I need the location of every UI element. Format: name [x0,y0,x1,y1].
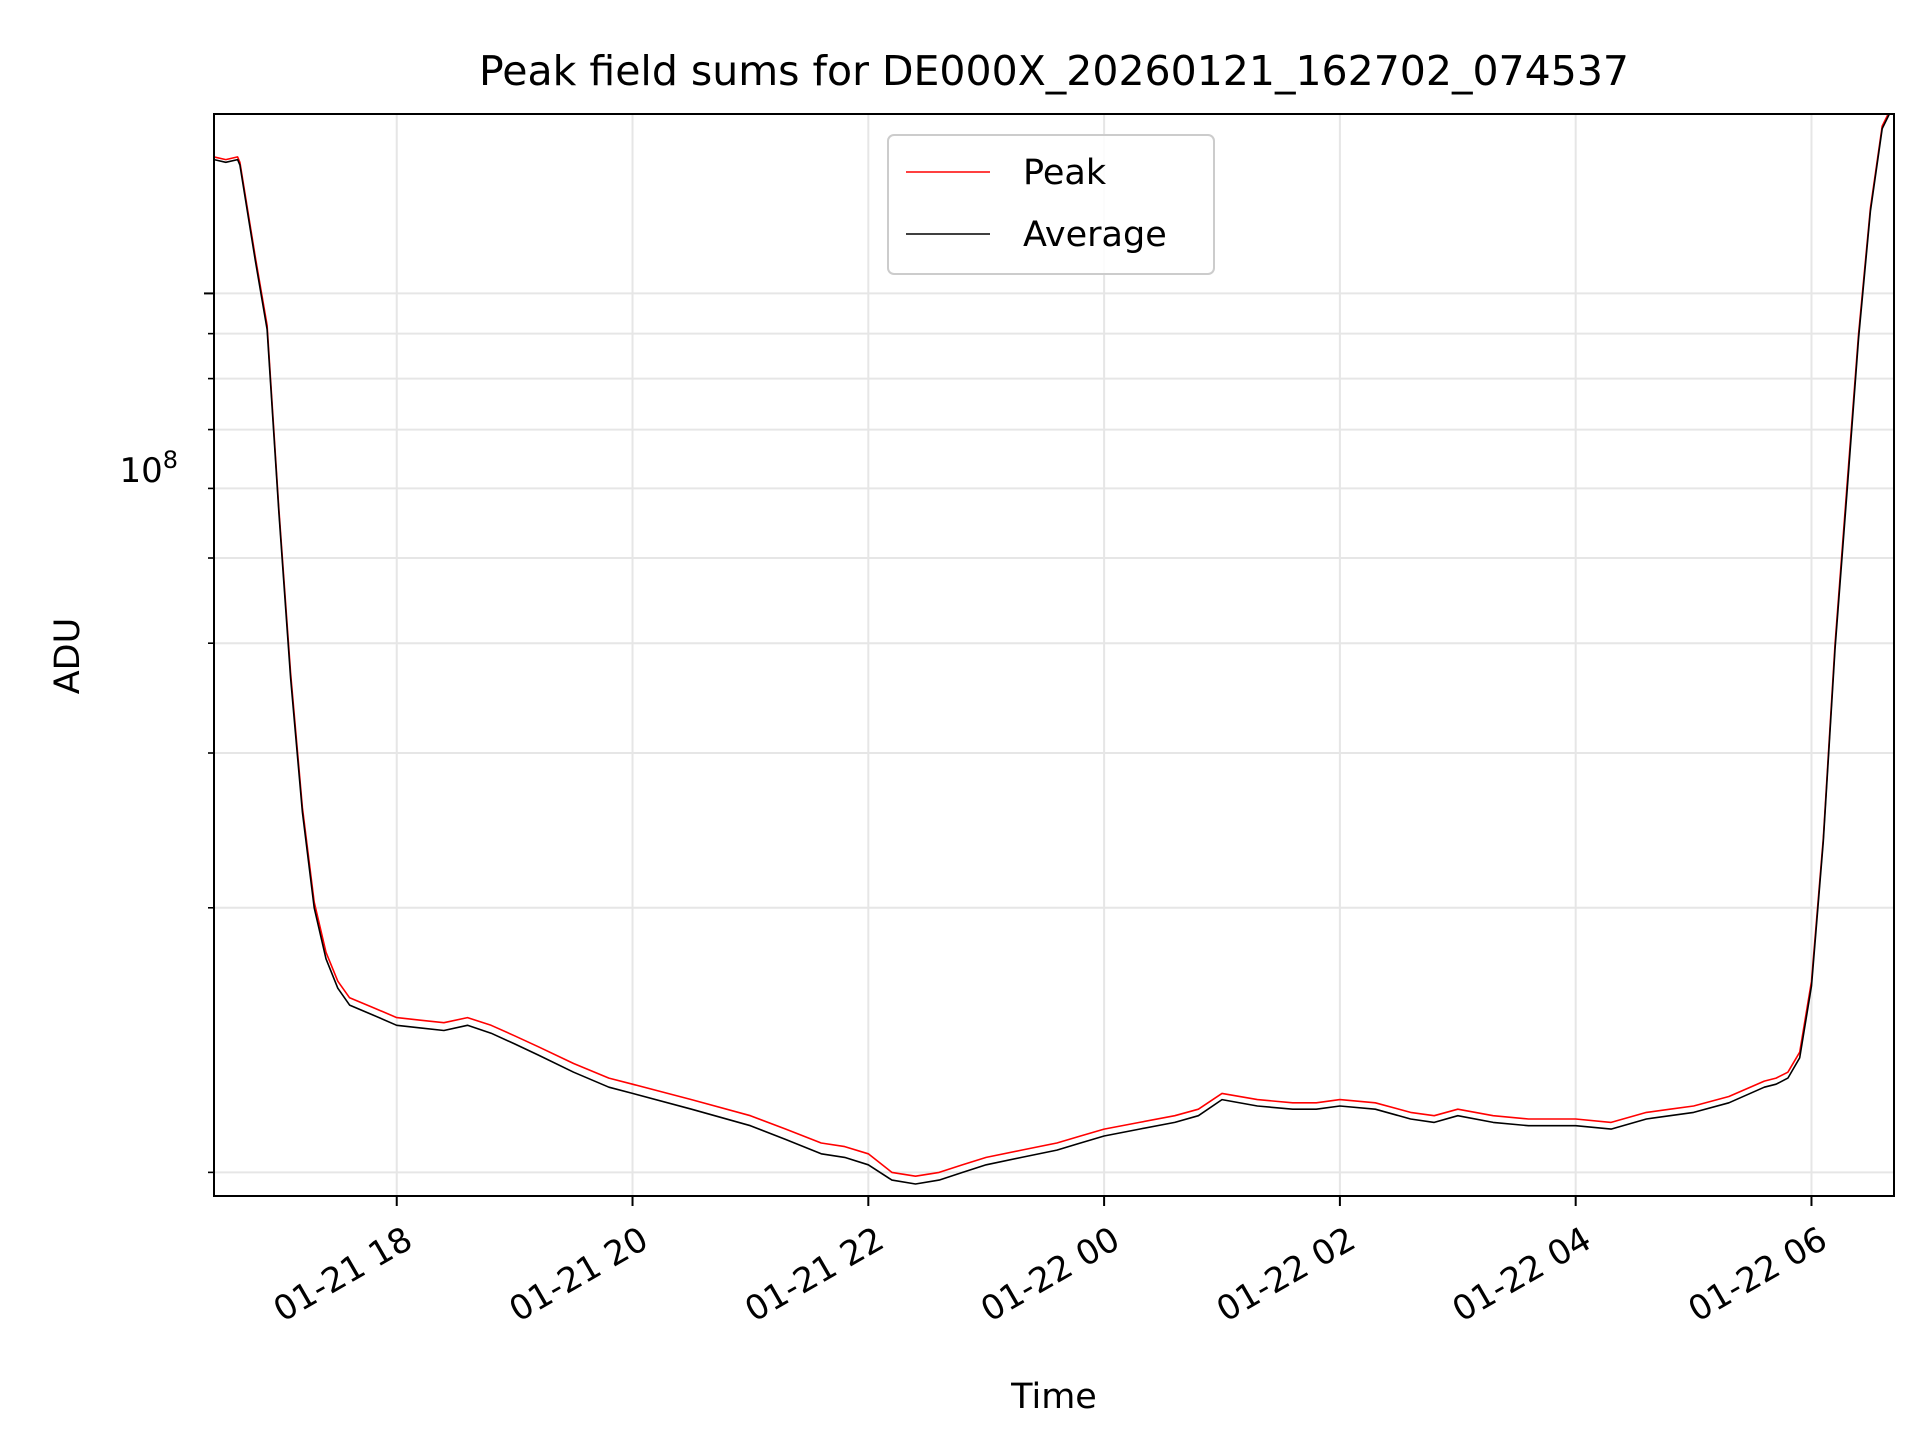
x-axis-ticks [395,1196,1813,1206]
x-tick-label: 01-21 18 [267,1219,419,1330]
series-line-peak [214,114,1890,1177]
legend-label-peak: Peak [1023,153,1107,193]
y-axis-label: ADU [48,618,88,695]
x-tick-label: 01-22 04 [1446,1219,1598,1330]
x-tick-label: 01-21 20 [503,1219,655,1330]
grid-lines [214,114,1894,1196]
series-line-average [214,114,1891,1185]
x-tick-label: 01-22 02 [1210,1219,1362,1330]
legend-label-average: Average [1023,215,1167,255]
legend: Peak Average [887,134,1215,275]
x-tick-label: 01-22 00 [974,1219,1126,1330]
x-tick-label: 01-21 22 [738,1219,890,1330]
legend-box [887,134,1215,275]
series-layer [214,114,1891,1185]
y-tick-label-major: 108 [119,446,178,491]
x-tick-labels: 01-21 18 01-21 20 01-21 22 01-22 00 01-22 02… [267,1219,1834,1330]
y-axis-ticks [204,292,214,1174]
plot-frame [213,113,1895,1197]
x-tick-label: 01-22 06 [1682,1219,1834,1330]
chart-title: Peak field sums for DE000X_20260121_1627… [479,47,1629,95]
x-axis-label: Time [1010,1377,1097,1417]
